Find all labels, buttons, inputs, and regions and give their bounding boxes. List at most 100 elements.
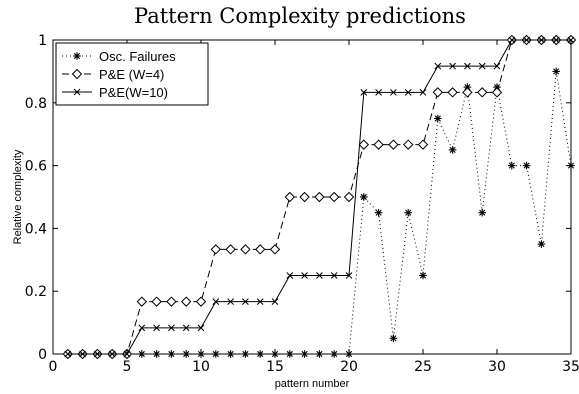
diamond-shape <box>462 87 473 98</box>
data-point <box>301 272 308 279</box>
diamond-shape <box>358 139 370 150</box>
diamond-shape <box>269 244 281 255</box>
x-tick-label: 35 <box>562 359 579 375</box>
x-stroke <box>493 62 501 70</box>
data-point <box>343 191 355 203</box>
x-tick-label: 30 <box>488 359 506 375</box>
asterisk-stroke <box>434 115 441 122</box>
legend-entry: P&E(W=10) <box>62 85 168 100</box>
data-point <box>271 298 279 306</box>
y-tick-label: 1 <box>38 33 47 49</box>
y-tick-label: 0.4 <box>25 221 47 237</box>
x-stroke <box>227 298 234 306</box>
data-point <box>210 244 222 255</box>
data-point <box>390 88 397 96</box>
data-point <box>432 87 444 98</box>
x-stroke <box>64 350 72 358</box>
x-stroke <box>478 62 486 70</box>
data-point <box>300 350 309 358</box>
data-point <box>314 191 325 203</box>
asterisk-stroke <box>301 350 308 358</box>
data-point <box>315 350 324 358</box>
data-point <box>449 62 456 70</box>
diamond-shape <box>151 296 162 307</box>
data-point <box>358 139 370 150</box>
data-point <box>212 350 220 358</box>
asterisk-stroke <box>138 350 145 358</box>
diamond-shape <box>71 68 83 80</box>
data-point <box>522 161 531 170</box>
data-point <box>256 298 264 306</box>
data-point <box>316 272 323 279</box>
asterisk-stroke <box>73 52 81 60</box>
x-axis-label: pattern number <box>275 378 350 390</box>
data-point <box>328 191 340 203</box>
data-point <box>345 272 353 279</box>
data-point <box>197 324 205 332</box>
data-point <box>360 88 368 96</box>
data-point <box>493 62 501 70</box>
legend-label: Osc. Failures <box>99 49 176 64</box>
diamond-shape <box>284 191 296 203</box>
asterisk-stroke <box>183 350 190 358</box>
data-point <box>448 146 457 154</box>
diamond-shape <box>136 296 148 307</box>
data-point <box>523 36 530 44</box>
legend-marker <box>71 68 83 80</box>
asterisk-stroke <box>316 350 323 358</box>
data-point <box>269 244 281 255</box>
asterisk-stroke <box>405 209 412 216</box>
legend-entry: P&E (W=4) <box>62 67 164 82</box>
data-point <box>286 272 294 279</box>
x-stroke <box>153 324 160 332</box>
x-stroke <box>538 36 545 44</box>
x-tick-label: 25 <box>414 359 432 375</box>
x-tick-label: 15 <box>266 359 284 375</box>
x-stroke <box>404 88 412 96</box>
data-point <box>464 62 471 70</box>
x-stroke <box>375 88 382 96</box>
data-point <box>195 296 207 307</box>
x-stroke <box>286 272 294 279</box>
asterisk-stroke <box>227 350 234 358</box>
x-stroke <box>552 36 560 44</box>
data-point <box>151 296 162 307</box>
x-stroke <box>108 350 116 358</box>
data-point <box>79 350 86 358</box>
x-stroke <box>464 62 471 70</box>
x-stroke <box>345 272 353 279</box>
diamond-shape <box>417 139 429 150</box>
legend: Osc. Failures P&E (W=4) P&E(W=10) <box>55 42 209 106</box>
data-point <box>286 350 294 358</box>
data-point <box>242 298 249 306</box>
x-stroke <box>434 62 442 70</box>
data-point <box>256 350 264 358</box>
asterisk-stroke <box>390 335 397 342</box>
legend-label: P&E(W=10) <box>99 85 168 100</box>
data-point <box>227 298 234 306</box>
diamond-shape <box>210 244 222 255</box>
data-point <box>212 298 220 306</box>
legend-marker <box>73 88 81 96</box>
x-stroke <box>523 36 530 44</box>
asterisk-stroke <box>464 84 471 91</box>
data-point <box>254 244 266 255</box>
x-stroke <box>390 88 397 96</box>
data-point <box>447 87 458 98</box>
data-point <box>226 350 235 358</box>
data-point <box>538 36 545 44</box>
y-axis-label: Relative complexity <box>12 149 24 244</box>
x-stroke <box>138 324 146 332</box>
x-stroke <box>197 324 205 332</box>
x-stroke <box>330 272 338 279</box>
data-point <box>402 139 414 150</box>
data-point <box>476 87 488 98</box>
x-stroke <box>301 272 308 279</box>
x-stroke <box>242 298 249 306</box>
data-point <box>152 350 161 358</box>
y-tick-label: 0 <box>38 347 47 363</box>
diamond-shape <box>254 244 266 255</box>
x-tick-label: 10 <box>192 359 210 375</box>
data-point <box>537 240 546 248</box>
asterisk-stroke <box>360 193 367 201</box>
